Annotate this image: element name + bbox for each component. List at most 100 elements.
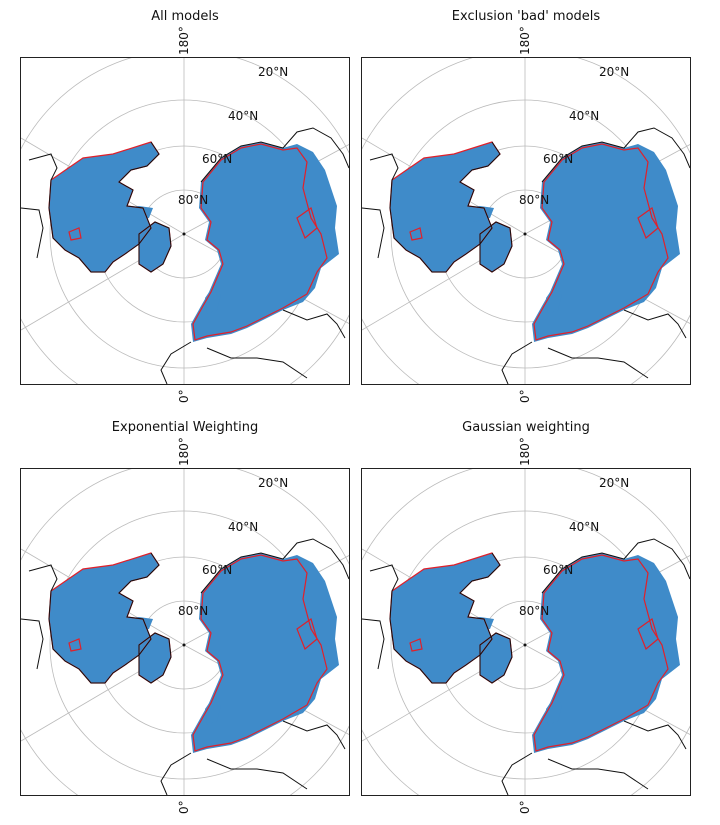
north-pole-dot: [523, 232, 527, 236]
greenland-fill: [480, 222, 512, 272]
lon-label-0: 0°: [518, 389, 532, 403]
eurasia-fill: [191, 142, 339, 342]
lat-label-60: 60°N: [202, 152, 233, 166]
coastlines: [362, 127, 690, 384]
scandinavia-fill: [546, 695, 562, 725]
coast-africa: [206, 347, 308, 379]
map-frame: [20, 468, 350, 796]
polar-map: [21, 469, 349, 795]
interior-contour-b: [409, 227, 423, 241]
panel-title: Gaussian weighting: [462, 420, 590, 435]
coast-eurasia: [200, 538, 349, 594]
eurasia-contour: [192, 554, 328, 752]
snow-region-fill: [49, 553, 339, 753]
coast-africa: [547, 758, 649, 790]
coast-asia-south: [623, 309, 687, 339]
polar-map: [362, 469, 690, 795]
panel-title: Exponential Weighting: [111, 420, 259, 435]
coast-left-edge: [21, 207, 44, 259]
map-panel-3: Exponential Weighting 180°: [20, 416, 350, 816]
interior-contour-a: [637, 207, 659, 239]
lat-label-80: 80°N: [519, 604, 550, 618]
interior-contour-b: [68, 227, 82, 241]
coast-north-america: [369, 141, 501, 273]
greenland-fill: [480, 633, 512, 683]
lat-label-60: 60°N: [543, 152, 574, 166]
polar-map: [362, 58, 690, 384]
arctic-islands-fill: [121, 617, 153, 633]
lat-label-60: 60°N: [543, 563, 574, 577]
scandinavia-fill: [205, 284, 221, 314]
polar-map: [21, 58, 349, 384]
lat-label-60: 60°N: [202, 563, 233, 577]
greenland-fill: [139, 222, 171, 272]
arctic-islands-fill: [121, 206, 153, 222]
map-panel-1: All models 180°: [20, 5, 350, 405]
coast-north-america: [369, 552, 501, 684]
eurasia-contour: [533, 143, 669, 341]
lat-label-40: 40°N: [228, 109, 259, 123]
coastlines: [21, 127, 349, 384]
interior-contour-b: [68, 638, 82, 652]
interior-contour-a: [296, 618, 318, 650]
lat-label-80: 80°N: [519, 193, 550, 207]
panel-title: All models: [151, 9, 219, 24]
coast-europe: [160, 341, 192, 384]
eurasia-contour: [192, 143, 328, 341]
map-frame: [20, 57, 350, 385]
coast-greenland: [479, 632, 513, 684]
lon-label-180: 180°: [518, 437, 532, 466]
arctic-islands-fill: [462, 617, 494, 633]
interior-contour-a: [296, 207, 318, 239]
coast-greenland: [138, 221, 172, 273]
greenland-fill: [139, 633, 171, 683]
north-pole-dot: [182, 643, 186, 647]
coast-eurasia: [200, 127, 349, 183]
snow-region-fill: [390, 142, 680, 342]
eurasia-contour: [533, 554, 669, 752]
coast-greenland: [138, 632, 172, 684]
coast-left-edge: [21, 618, 44, 670]
snow-region-fill: [390, 553, 680, 753]
coast-north-america: [28, 141, 160, 273]
lon-label-180: 180°: [177, 437, 191, 466]
map-panel-4: Gaussian weighting 180°: [361, 416, 691, 816]
coast-eurasia: [541, 538, 690, 594]
scandinavia-fill: [205, 695, 221, 725]
coast-europe: [160, 752, 192, 795]
lat-label-20: 20°N: [599, 65, 630, 79]
snow-region-fill: [49, 142, 339, 342]
coast-greenland: [479, 221, 513, 273]
scandinavia-fill: [546, 284, 562, 314]
eurasia-fill: [532, 553, 680, 753]
lat-label-40: 40°N: [569, 520, 600, 534]
coast-africa: [206, 758, 308, 790]
arctic-islands-fill: [462, 206, 494, 222]
lat-label-20: 20°N: [258, 65, 289, 79]
lon-label-180: 180°: [518, 26, 532, 55]
lat-label-20: 20°N: [258, 476, 289, 490]
eurasia-fill: [191, 553, 339, 753]
coast-north-america: [28, 552, 160, 684]
map-panel-2: Exclusion 'bad' models 180°: [361, 5, 691, 405]
coast-europe: [501, 752, 533, 795]
coast-eurasia: [541, 127, 690, 183]
lon-label-0: 0°: [177, 800, 191, 814]
coast-left-edge: [362, 618, 385, 670]
lon-label-0: 0°: [518, 800, 532, 814]
coast-europe: [501, 341, 533, 384]
coast-africa: [547, 347, 649, 379]
lat-label-40: 40°N: [228, 520, 259, 534]
lon-label-180: 180°: [177, 26, 191, 55]
lat-label-80: 80°N: [178, 193, 209, 207]
lat-label-40: 40°N: [569, 109, 600, 123]
interior-contour-b: [409, 638, 423, 652]
north-pole-dot: [523, 643, 527, 647]
coastlines: [21, 538, 349, 795]
north-pole-dot: [182, 232, 186, 236]
lat-label-80: 80°N: [178, 604, 209, 618]
coast-asia-south: [282, 309, 346, 339]
map-frame: [361, 468, 691, 796]
interior-contour-a: [637, 618, 659, 650]
coast-left-edge: [362, 207, 385, 259]
